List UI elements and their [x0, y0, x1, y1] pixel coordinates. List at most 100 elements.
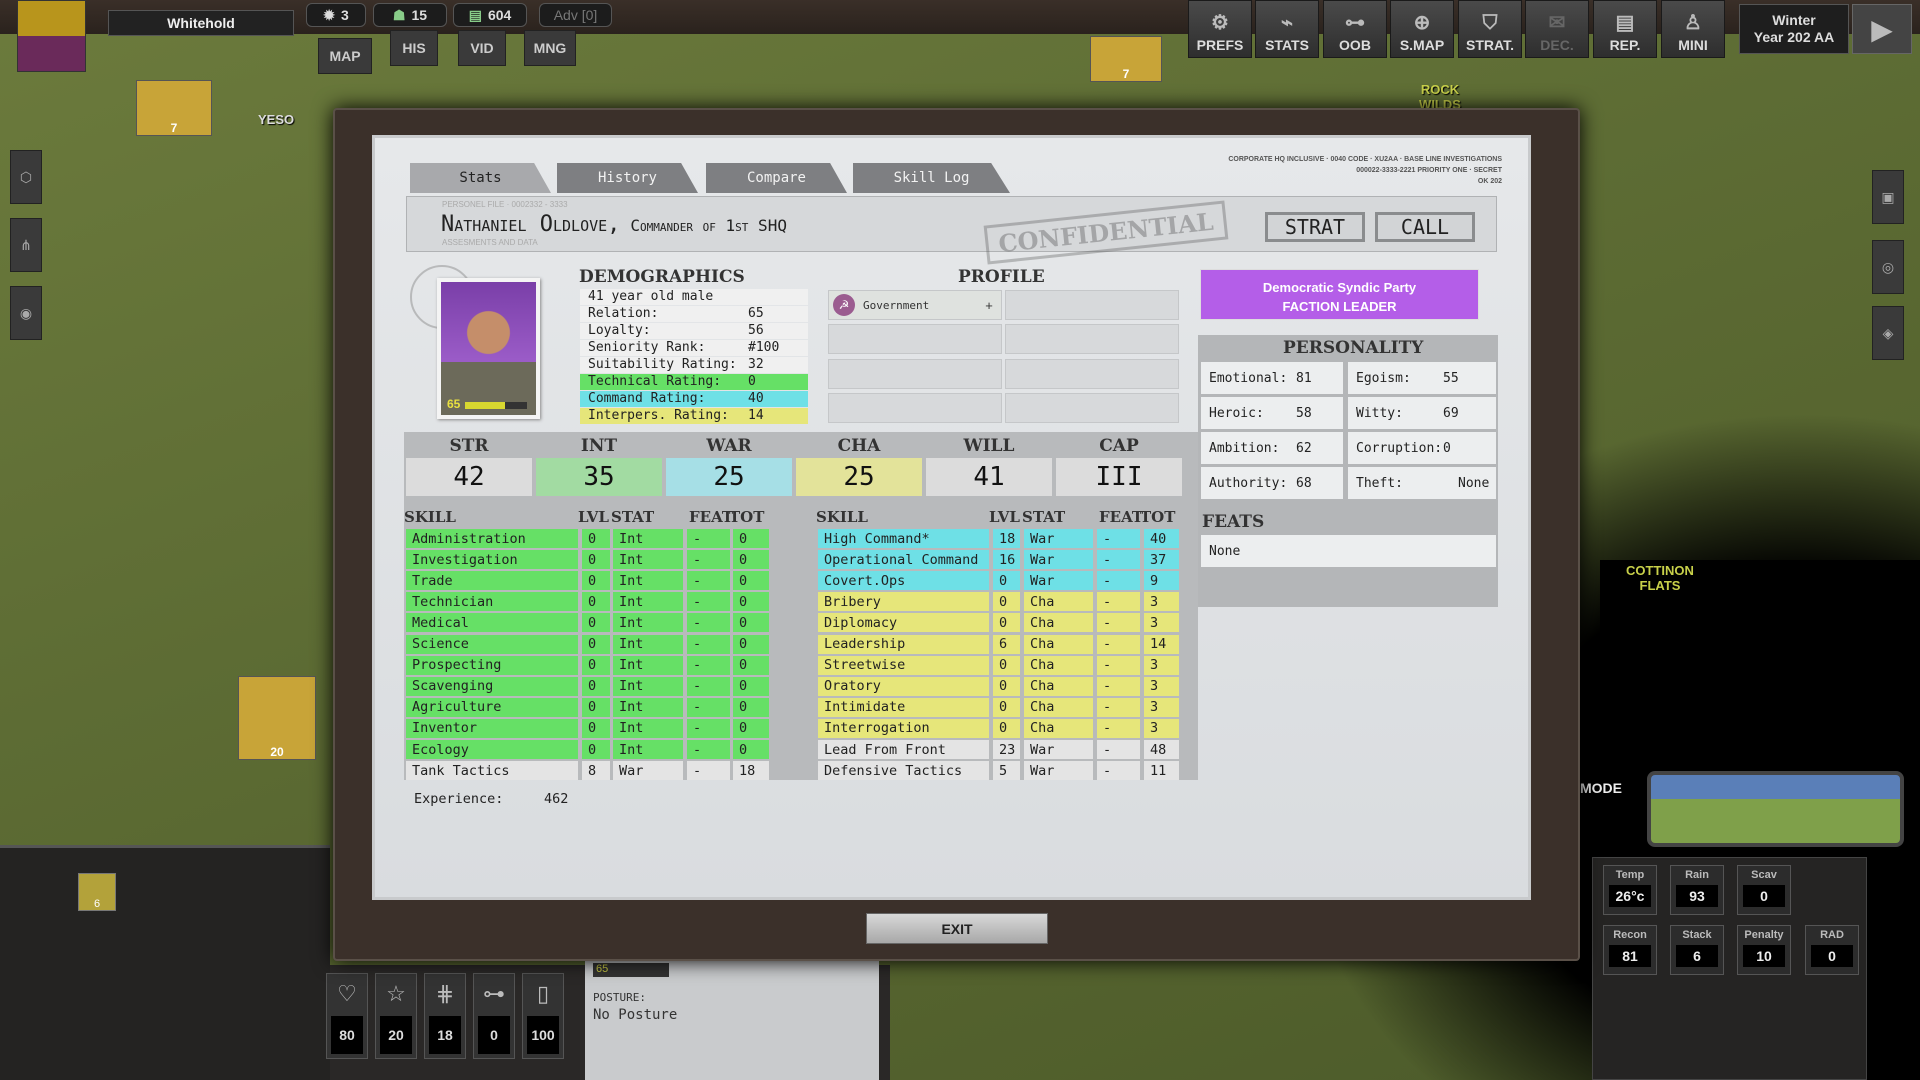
prefs-button[interactable]: ⚙ PREFS	[1188, 0, 1252, 58]
skill-stat: Int	[613, 697, 683, 717]
person-icon: ♙	[1684, 12, 1702, 34]
faction-badge[interactable]: Democratic Syndic Party FACTION LEADER	[1200, 269, 1479, 320]
stat-label-cha: CHA	[837, 436, 881, 456]
exit-button[interactable]: EXIT	[866, 913, 1048, 944]
skill-name[interactable]: Bribery	[818, 592, 989, 612]
tab-history[interactable]: History	[557, 163, 698, 193]
strat-button[interactable]: ⛉ STRAT.	[1458, 0, 1522, 58]
stat-value-war: 25	[666, 458, 792, 496]
nav-vid[interactable]: VID	[458, 30, 506, 66]
unit-counter[interactable]: 7	[136, 80, 212, 136]
skill-name[interactable]: High Command*	[818, 529, 989, 548]
faction-emblem-icon: ☭	[833, 294, 855, 316]
dec-button[interactable]: ✉ DEC.	[1525, 0, 1589, 58]
side-button-2[interactable]: ⋔	[10, 218, 42, 272]
nav-mng[interactable]: MNG	[524, 30, 576, 66]
demographic-label: Seniority Rank:	[588, 340, 706, 355]
personality-label: Emotional:	[1209, 370, 1288, 386]
oob-button[interactable]: ⊶ OOB	[1323, 0, 1387, 58]
skill-name[interactable]: Oratory	[818, 676, 989, 696]
skill-name[interactable]: Ecology	[406, 740, 578, 759]
skill-name[interactable]: Administration	[406, 529, 578, 548]
personality-corruption: Corruption: 0	[1348, 432, 1496, 464]
skill-name[interactable]: Diplomacy	[818, 613, 989, 633]
stats-button[interactable]: ⌁ STATS	[1255, 0, 1319, 58]
tab-compare[interactable]: Compare	[706, 163, 847, 193]
unit-card[interactable]: 6	[78, 873, 116, 911]
tab-skill-log[interactable]: Skill Log	[853, 163, 1010, 193]
skill-feat: -	[1097, 634, 1140, 654]
weather-rad: RAD 0	[1805, 925, 1859, 975]
call-button[interactable]: CALL	[1375, 212, 1475, 242]
skill-name[interactable]: Covert.Ops	[818, 571, 989, 591]
skill-feat: -	[1097, 655, 1140, 675]
skill-name[interactable]: Scavenging	[406, 676, 578, 696]
rep-button[interactable]: ▤ REP.	[1593, 0, 1657, 58]
map-label-cottinon-flats: COTTINON FLATS	[1626, 563, 1694, 593]
side-button-3[interactable]: ◉	[10, 286, 42, 340]
button-label: STRAT.	[1466, 37, 1514, 53]
resource-value: 15	[411, 7, 428, 23]
city-name[interactable]: Whitehold	[108, 10, 294, 36]
skill-name[interactable]: Medical	[406, 613, 578, 633]
skill-name[interactable]: Agriculture	[406, 697, 578, 717]
skill-level: 5	[993, 761, 1020, 781]
side-button-1[interactable]: ⬡	[10, 150, 42, 204]
skill-name[interactable]: Science	[406, 634, 578, 654]
side-button-right-2[interactable]: ◎	[1872, 240, 1904, 294]
skill-name[interactable]: Trade	[406, 571, 578, 591]
side-button-right-1[interactable]: ▣	[1872, 170, 1904, 224]
skill-name[interactable]: Prospecting	[406, 655, 578, 675]
demographic-value: 14	[748, 408, 764, 423]
portrait[interactable]: 65	[437, 278, 540, 419]
value: 93	[1676, 885, 1718, 907]
skill-total: 3	[1144, 592, 1179, 612]
weather-penalty: Penalty 10	[1737, 925, 1791, 975]
portrait-level: 65	[447, 397, 461, 411]
profile-government[interactable]: ☭ Government +	[828, 290, 1002, 320]
advisor-button[interactable]: Adv [0]	[539, 3, 612, 27]
skill-name[interactable]: Lead From Front	[818, 740, 989, 759]
stat-morale: ♡ 80	[326, 973, 368, 1059]
faction-flag[interactable]	[17, 0, 86, 72]
skill-name[interactable]: Interrogation	[818, 718, 989, 738]
personality-label: Theft:	[1356, 475, 1403, 491]
skill-name[interactable]: Intimidate	[818, 697, 989, 717]
skill-stat: Cha	[1024, 676, 1093, 696]
stat-value-str: 42	[406, 458, 532, 496]
skill-stat: Cha	[1024, 718, 1093, 738]
profile-add[interactable]: +	[985, 297, 993, 313]
network-icon: ⋔	[20, 236, 32, 253]
skill-name[interactable]: Tank Tactics	[406, 761, 578, 781]
personality-label: Witty:	[1356, 405, 1403, 421]
unit-counter[interactable]: 20	[238, 676, 316, 760]
skill-total: 9	[1144, 571, 1179, 591]
side-button-right-3[interactable]: ◈	[1872, 306, 1904, 360]
skill-stat: Int	[613, 655, 683, 675]
stat-supply: ▯ 100	[522, 973, 564, 1059]
skill-total: 0	[733, 697, 769, 717]
resource-soldiers: ☗ 15	[373, 3, 447, 27]
mini-button[interactable]: ♙ MINI	[1661, 0, 1725, 58]
skill-name[interactable]: Leadership	[818, 634, 989, 654]
panel-icon: ▣	[1881, 188, 1895, 205]
skill-feat: -	[687, 740, 730, 759]
value: 0	[1811, 945, 1853, 967]
tab-stats[interactable]: Stats	[410, 163, 551, 193]
skill-name[interactable]: Technician	[406, 592, 578, 612]
skill-level: 23	[993, 740, 1020, 759]
skill-level: 0	[993, 592, 1020, 612]
skill-name[interactable]: Defensive Tactics	[818, 761, 989, 781]
unit-counter[interactable]: 7	[1090, 36, 1162, 82]
end-turn-button[interactable]: ▶	[1852, 4, 1912, 54]
strat-button[interactable]: STRAT	[1265, 212, 1365, 242]
report-icon: ▤	[1615, 12, 1635, 34]
nav-map[interactable]: MAP	[318, 38, 372, 74]
skill-name[interactable]: Streetwise	[818, 655, 989, 675]
skill-name[interactable]: Inventor	[406, 718, 578, 738]
skill-feat: -	[1097, 761, 1140, 781]
skill-name[interactable]: Investigation	[406, 550, 578, 570]
skill-name[interactable]: Operational Command	[818, 550, 989, 570]
nav-his[interactable]: HIS	[390, 30, 438, 66]
smap-button[interactable]: ⊕ S.MAP	[1390, 0, 1454, 58]
